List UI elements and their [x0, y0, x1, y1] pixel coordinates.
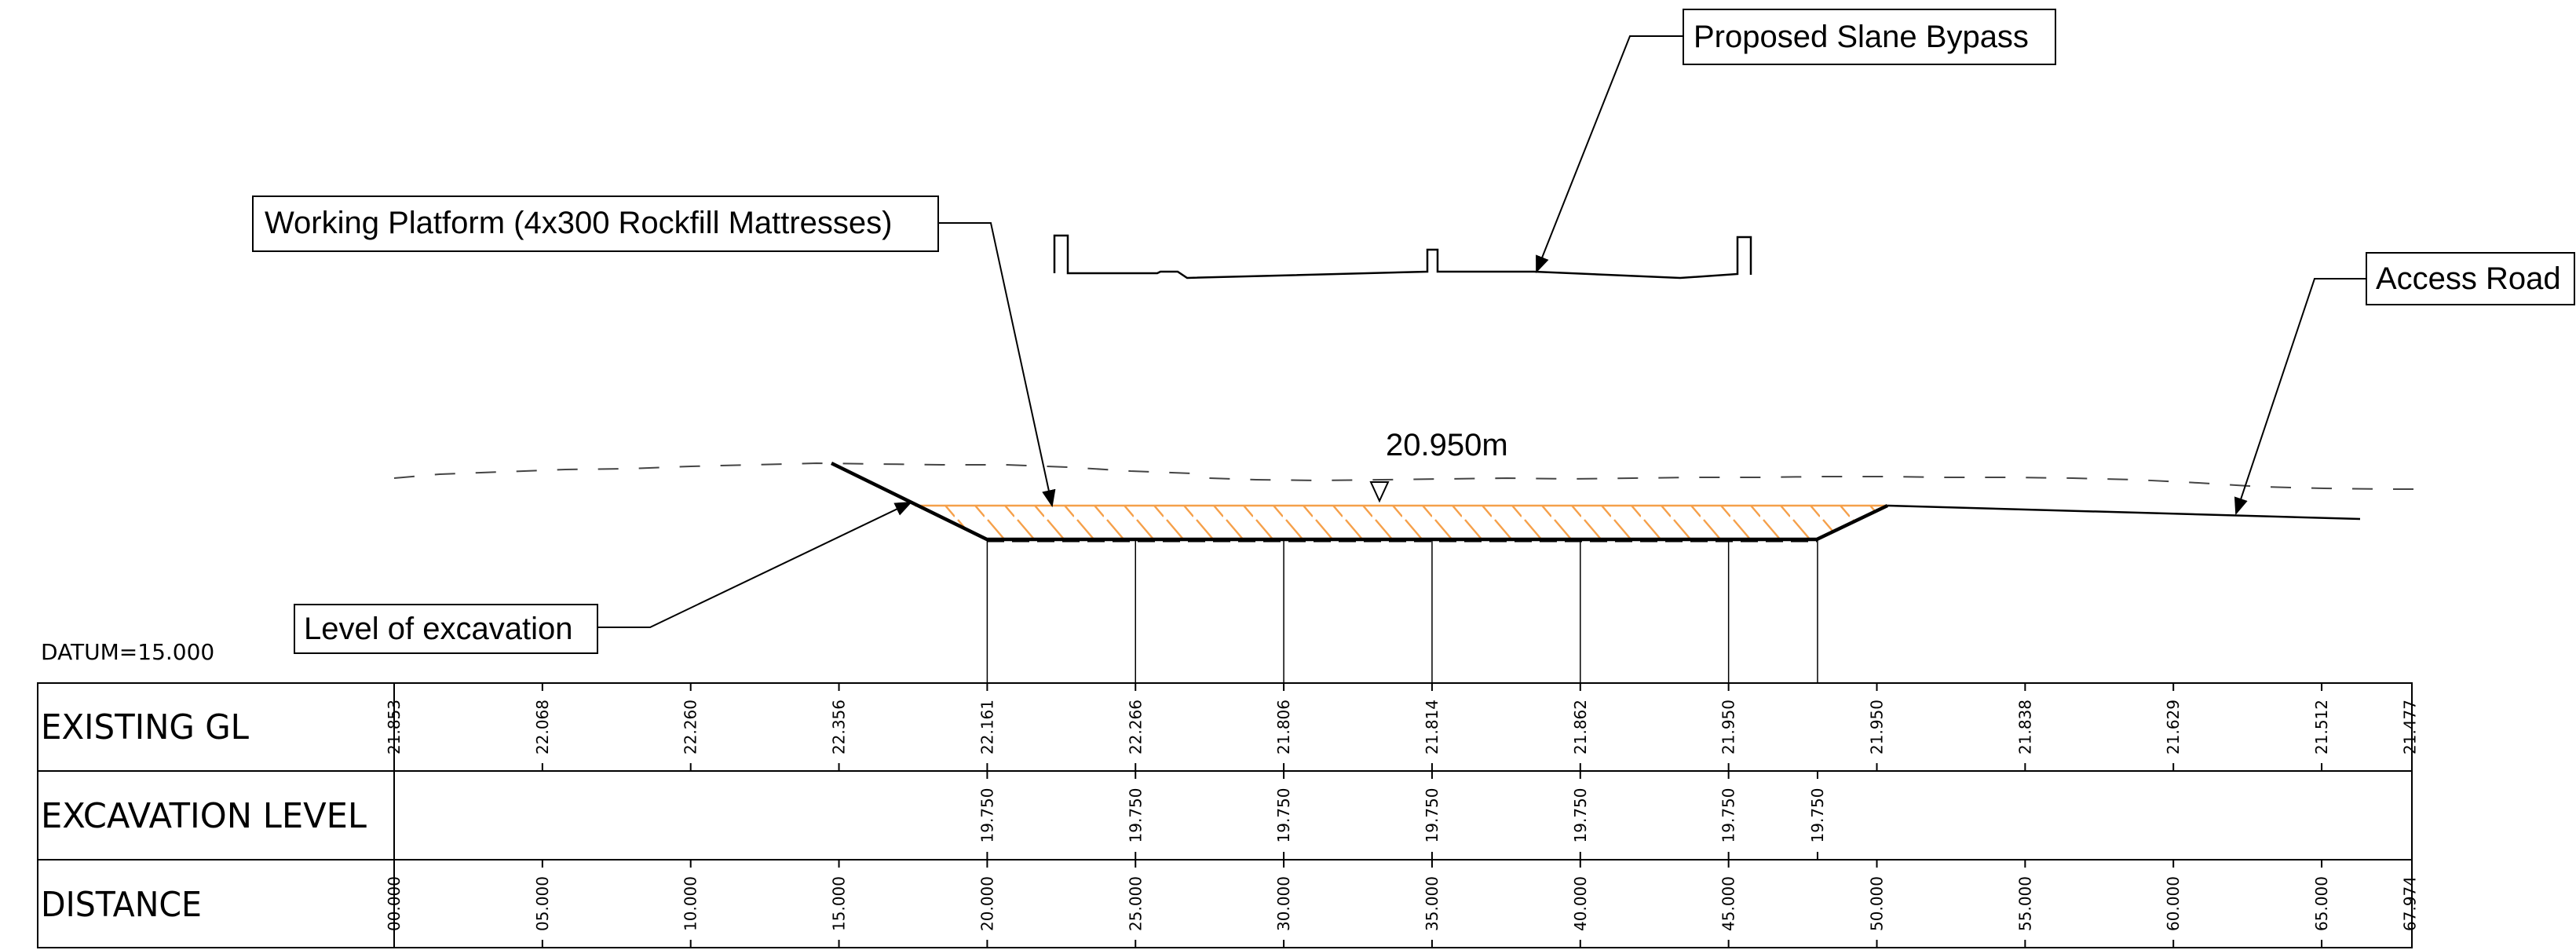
- excavation-level-value: 19.750: [1571, 788, 1590, 843]
- distance-value: 67.974: [2400, 876, 2419, 931]
- excavation-label-box: [294, 604, 598, 654]
- existing-gl-value: 22.068: [533, 700, 552, 755]
- bypass-label-box: [1683, 9, 2056, 65]
- table-values: 21.853 22.068 22.260 22.356 22.161 22.266 21.8…: [385, 683, 2419, 948]
- row-label-existing-gl: EXISTING GL: [41, 707, 249, 747]
- excavation-level-value: 19.750: [977, 788, 996, 843]
- row-label-distance: DISTANCE: [41, 885, 202, 925]
- excavation-level-value: 19.750: [1274, 788, 1293, 843]
- distance-value: 60.000: [2164, 876, 2183, 931]
- excavation-level-value: 19.750: [1126, 788, 1145, 843]
- distance-value: 20.000: [977, 876, 996, 931]
- distance-value: 35.000: [1423, 876, 1441, 931]
- section-lines: [986, 540, 1818, 683]
- access-label: Access Road: [2376, 261, 2561, 296]
- excavation-level-value: 19.750: [1719, 788, 1738, 843]
- existing-gl-value: 21.862: [1571, 700, 1590, 755]
- elevation-label: 20.950m: [1386, 428, 1508, 462]
- table-frame: [37, 682, 2413, 948]
- distance-value: 05.000: [533, 876, 552, 931]
- existing-gl-value: 22.161: [977, 700, 996, 755]
- distance-value: 30.000: [1274, 876, 1293, 931]
- bypass-label: Proposed Slane Bypass: [1694, 20, 2029, 54]
- distance-value: 55.000: [2015, 876, 2034, 931]
- distance-value: 25.000: [1126, 876, 1145, 931]
- distance-value: 15.000: [830, 876, 849, 931]
- access-leader-line: [2234, 278, 2366, 516]
- existing-gl-value: 21.838: [2015, 700, 2034, 755]
- excavation-level-value: 19.750: [1808, 788, 1827, 843]
- platform-leader-line: [938, 222, 1056, 508]
- distance-value: 45.000: [1719, 876, 1738, 931]
- data-table: EXISTING GL EXCAVATION LEVEL DISTANCE 21…: [37, 682, 2419, 948]
- access-label-box: [2366, 252, 2575, 305]
- existing-gl-value: 22.356: [830, 700, 849, 755]
- existing-gl-value: 21.853: [385, 700, 404, 755]
- existing-gl-value: 22.266: [1126, 700, 1145, 755]
- existing-gl-value: 21.806: [1274, 700, 1293, 755]
- excavation-label: Level of excavation: [304, 612, 572, 646]
- elevation-marker-icon: [1369, 481, 1390, 503]
- working-platform-hatch: [915, 506, 1887, 539]
- existing-gl-value: 21.477: [2400, 700, 2419, 755]
- row-label-excavation-level: EXCAVATION LEVEL: [41, 796, 367, 836]
- existing-gl-value: 21.814: [1423, 700, 1441, 755]
- bypass-leader-line: [1536, 35, 1683, 274]
- distance-value: 50.000: [1868, 876, 1887, 931]
- existing-ground-line: [393, 462, 2414, 490]
- existing-gl-value: 21.512: [2312, 700, 2331, 755]
- existing-gl-value: 21.950: [1868, 700, 1887, 755]
- bypass-deck-outline: [1053, 234, 1752, 280]
- existing-gl-value: 22.260: [681, 700, 700, 755]
- existing-gl-value: 21.629: [2164, 700, 2183, 755]
- distance-value: 10.000: [681, 876, 700, 931]
- distance-value: 40.000: [1571, 876, 1590, 931]
- platform-label-box: [252, 195, 939, 252]
- distance-value: 00.000: [385, 876, 404, 931]
- platform-label: Working Platform (4x300 Rockfill Mattres…: [265, 206, 893, 240]
- distance-value: 65.000: [2312, 876, 2331, 931]
- excavation-level-value: 19.750: [1423, 788, 1441, 843]
- access-road-line: [1887, 504, 2361, 521]
- existing-gl-value: 21.950: [1719, 700, 1738, 755]
- datum-label: DATUM=15.000: [41, 639, 214, 665]
- excavation-leader-line: [597, 502, 912, 628]
